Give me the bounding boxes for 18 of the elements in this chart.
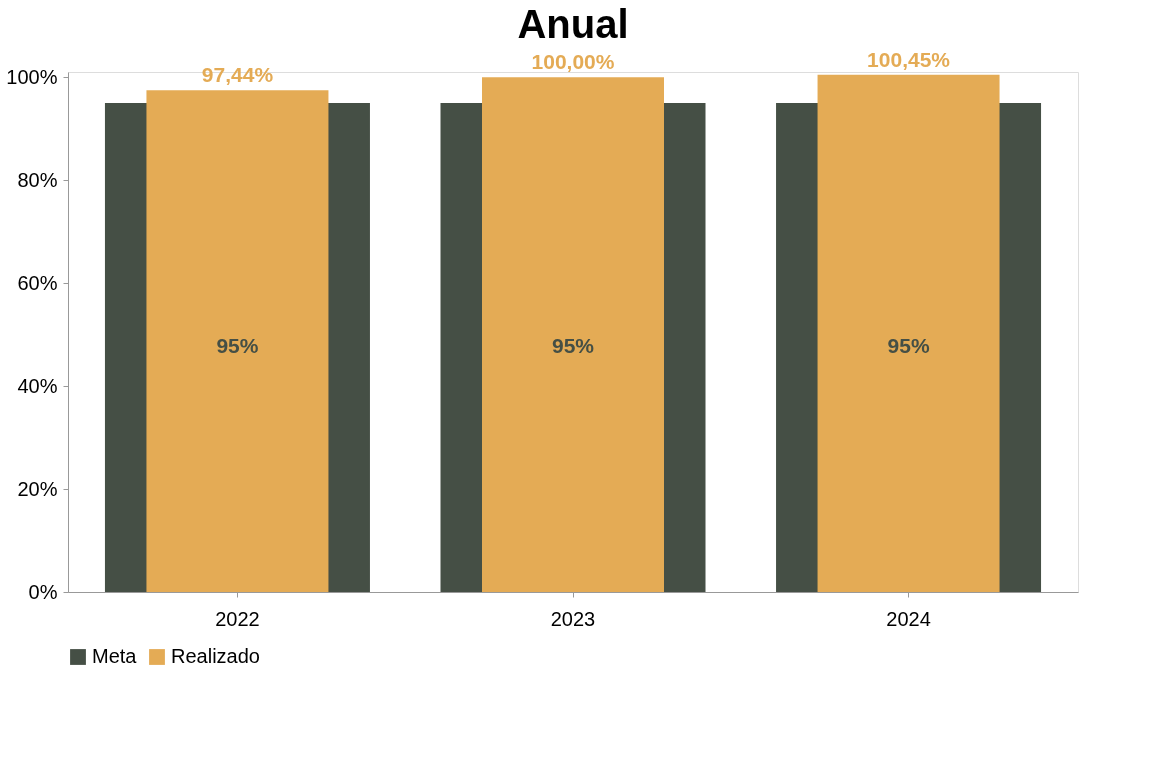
data-label: 95% bbox=[216, 334, 259, 358]
chart-title: Anual bbox=[517, 1, 629, 46]
x-tick-label: 2023 bbox=[550, 607, 596, 630]
y-tick-label: 0% bbox=[28, 580, 58, 603]
data-label: 100,00% bbox=[531, 50, 615, 74]
legend-label: Meta bbox=[92, 645, 138, 667]
y-tick-label: 40% bbox=[17, 374, 58, 397]
data-label: 100,45% bbox=[867, 47, 951, 71]
data-label: 95% bbox=[887, 334, 930, 358]
x-tick-label: 2022 bbox=[215, 607, 260, 630]
y-tick-label: 100% bbox=[6, 65, 58, 88]
data-label: 95% bbox=[551, 334, 595, 358]
x-tick-label: 2024 bbox=[886, 607, 931, 630]
data-label: 97,44% bbox=[201, 63, 274, 87]
legend-label: Realizado bbox=[171, 645, 260, 667]
y-tick-label: 60% bbox=[17, 271, 58, 294]
y-tick-label: 20% bbox=[17, 477, 58, 500]
y-tick-label: 80% bbox=[17, 168, 58, 191]
